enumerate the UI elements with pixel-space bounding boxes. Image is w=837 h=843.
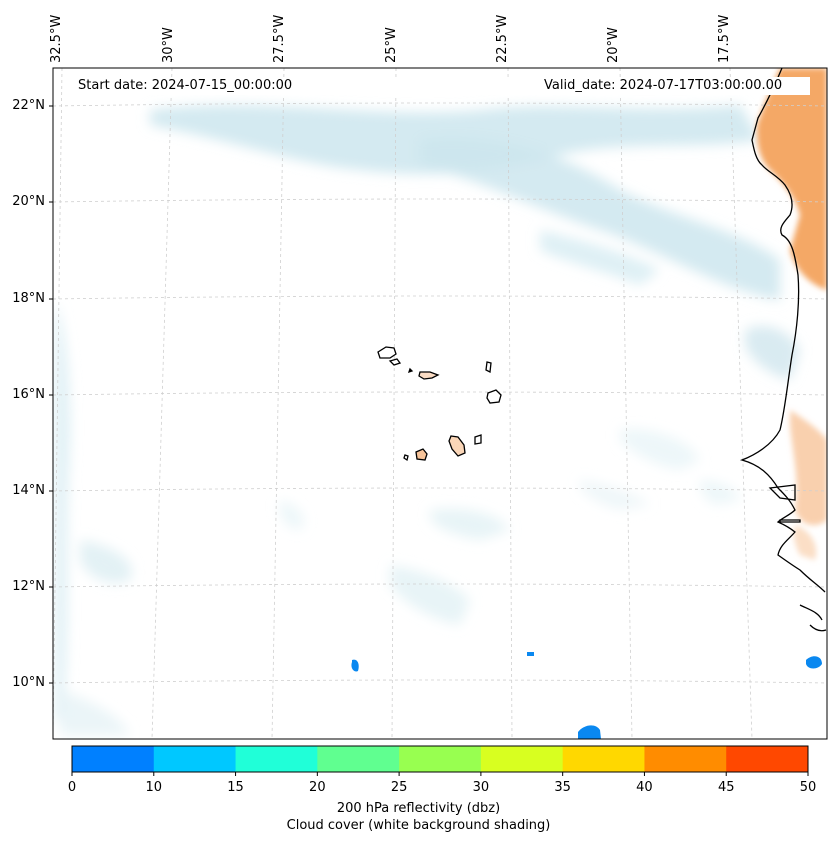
colorbar-tick-label: 35	[554, 780, 571, 795]
colorbar-tick-label: 30	[472, 780, 490, 795]
colorbar-tick-label: 40	[636, 780, 653, 795]
colorbar-segment	[72, 746, 155, 772]
valid-date-label: Valid_date: 2024-07-17T03:00:00.00	[544, 78, 783, 93]
lon-label: 32.5°W	[49, 14, 64, 63]
reflectivity-shading	[756, 68, 827, 560]
colorbar-tick-label: 20	[309, 780, 326, 795]
lon-label: 30°W	[161, 27, 176, 63]
cape-verde-islands	[377, 346, 502, 462]
lon-label: 25°W	[384, 27, 399, 63]
colorbar-segment	[235, 746, 318, 772]
lon-label: 20°W	[606, 27, 621, 63]
valid-date-box: Valid_date: 2024-07-17T03:00:00.00	[540, 77, 810, 95]
colorbar-tick-label: 25	[390, 780, 408, 795]
lat-label: 16°N	[12, 387, 45, 402]
lat-label: 18°N	[12, 291, 45, 306]
lat-label: 10°N	[12, 675, 45, 690]
colorbar-tick-label: 45	[717, 780, 735, 795]
axis-ticks	[49, 105, 53, 684]
colorbar-frame	[71, 745, 809, 773]
colorbar-segment	[726, 746, 809, 772]
colorbar-title: 200 hPa reflectivity (dbz)	[336, 801, 501, 816]
graticule	[53, 68, 827, 739]
colorbar-tick-label: 10	[145, 780, 163, 795]
africa-coastline	[739, 68, 827, 632]
start-date-box: Start date: 2024-07-15_00:00:00	[74, 77, 548, 95]
colorbar-segment	[644, 746, 727, 772]
lat-label: 20°N	[12, 194, 45, 209]
lat-label: 12°N	[12, 579, 45, 594]
colorbar	[71, 745, 809, 776]
lat-label: 22°N	[12, 98, 45, 113]
start-date-label: Start date: 2024-07-15_00:00:00	[78, 78, 293, 93]
lon-label: 22.5°W	[495, 14, 510, 63]
cloud-cover-shading	[55, 105, 800, 735]
lat-label: 14°N	[12, 483, 45, 498]
colorbar-segment	[399, 746, 482, 772]
colorbar-segment	[480, 746, 564, 772]
lon-label: 27.5°W	[272, 14, 287, 63]
reflectivity-cells	[351, 652, 822, 739]
colorbar-tick-label: 15	[227, 780, 244, 795]
colorbar-subtitle: Cloud cover (white background shading)	[286, 818, 551, 833]
map-frame	[52, 67, 828, 740]
colorbar-segment	[153, 746, 237, 772]
colorbar-segment	[317, 746, 400, 772]
lon-label: 17.5°W	[717, 14, 732, 63]
colorbar-tick-label: 0	[67, 780, 77, 795]
colorbar-segment	[562, 746, 645, 772]
colorbar-tick-label: 50	[799, 780, 817, 795]
